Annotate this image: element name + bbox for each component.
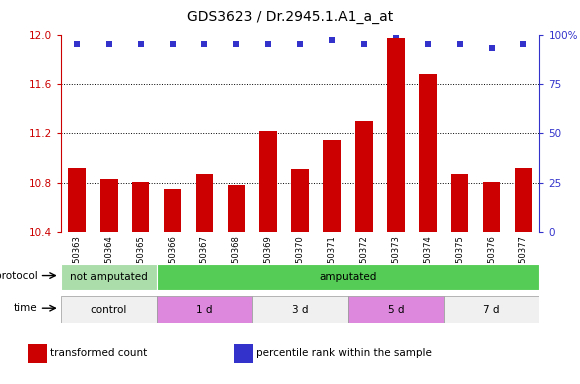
Bar [483, 182, 501, 232]
Bar [514, 168, 532, 232]
Point [104, 41, 114, 48]
Point [168, 41, 177, 48]
Bar [444, 296, 539, 323]
Bar [259, 131, 277, 232]
Point [487, 45, 496, 51]
Text: 1 d: 1 d [196, 305, 213, 314]
Bar [451, 174, 469, 232]
Bar [68, 168, 86, 232]
Text: time: time [14, 303, 38, 313]
Bar [157, 264, 539, 290]
Bar [100, 179, 118, 232]
Text: GDS3623 / Dr.2945.1.A1_a_at: GDS3623 / Dr.2945.1.A1_a_at [187, 10, 393, 23]
Point [72, 41, 81, 48]
Point [423, 41, 433, 48]
Bar [61, 264, 157, 290]
Point [231, 41, 241, 48]
Bar [195, 174, 213, 232]
Bar [234, 344, 253, 363]
Bar [348, 296, 444, 323]
Point [359, 41, 368, 48]
Text: 3 d: 3 d [292, 305, 309, 314]
Point [295, 41, 305, 48]
Point [263, 41, 273, 48]
Text: amputated: amputated [320, 272, 376, 282]
Point [136, 41, 145, 48]
Text: 7 d: 7 d [483, 305, 500, 314]
Bar [323, 140, 341, 232]
Point [200, 41, 209, 48]
Bar [157, 296, 252, 323]
Text: 5 d: 5 d [387, 305, 404, 314]
Text: not amputated: not amputated [70, 272, 148, 282]
Bar [355, 121, 373, 232]
Text: transformed count: transformed count [50, 348, 147, 358]
Point [391, 31, 400, 38]
Bar [291, 169, 309, 232]
Text: percentile rank within the sample: percentile rank within the sample [256, 348, 432, 358]
Bar [227, 185, 245, 232]
Bar [28, 344, 46, 363]
Point [455, 41, 464, 48]
Bar [164, 189, 182, 232]
Point [519, 41, 528, 48]
Text: protocol: protocol [0, 271, 38, 281]
Point [327, 37, 336, 43]
Text: control: control [90, 305, 127, 314]
Bar [252, 296, 348, 323]
Bar [61, 296, 157, 323]
Bar [387, 38, 405, 232]
Bar [132, 182, 150, 232]
Bar [419, 74, 437, 232]
